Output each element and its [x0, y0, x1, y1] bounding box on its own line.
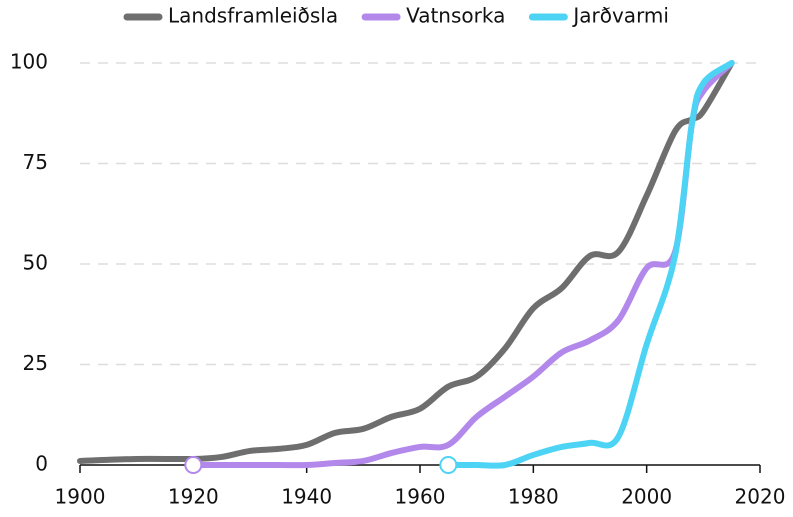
series-line: [77, 60, 735, 464]
y-tick-label: 75: [23, 150, 48, 174]
legend-label: Vatnsorka: [406, 4, 505, 28]
y-tick-label: 25: [23, 351, 48, 375]
legend-label: Jarðvarmi: [571, 4, 669, 28]
x-tick-label: 1960: [395, 485, 446, 509]
x-tick-label: 2020: [735, 485, 786, 509]
y-tick-label: 50: [23, 251, 48, 275]
y-tick-label: 100: [10, 50, 48, 74]
y-tick-label: 0: [35, 452, 48, 476]
x-tick-label: 1900: [55, 485, 106, 509]
start-marker: [184, 456, 203, 474]
series-line: [445, 60, 735, 469]
start-marker: [439, 456, 458, 474]
legend-label: Landsframleiðsla: [168, 4, 338, 28]
x-tick-label: 1920: [168, 485, 219, 509]
x-tick-label: 2000: [621, 485, 672, 509]
x-tick-label: 1980: [508, 485, 559, 509]
x-tick-label: 1940: [281, 485, 332, 509]
